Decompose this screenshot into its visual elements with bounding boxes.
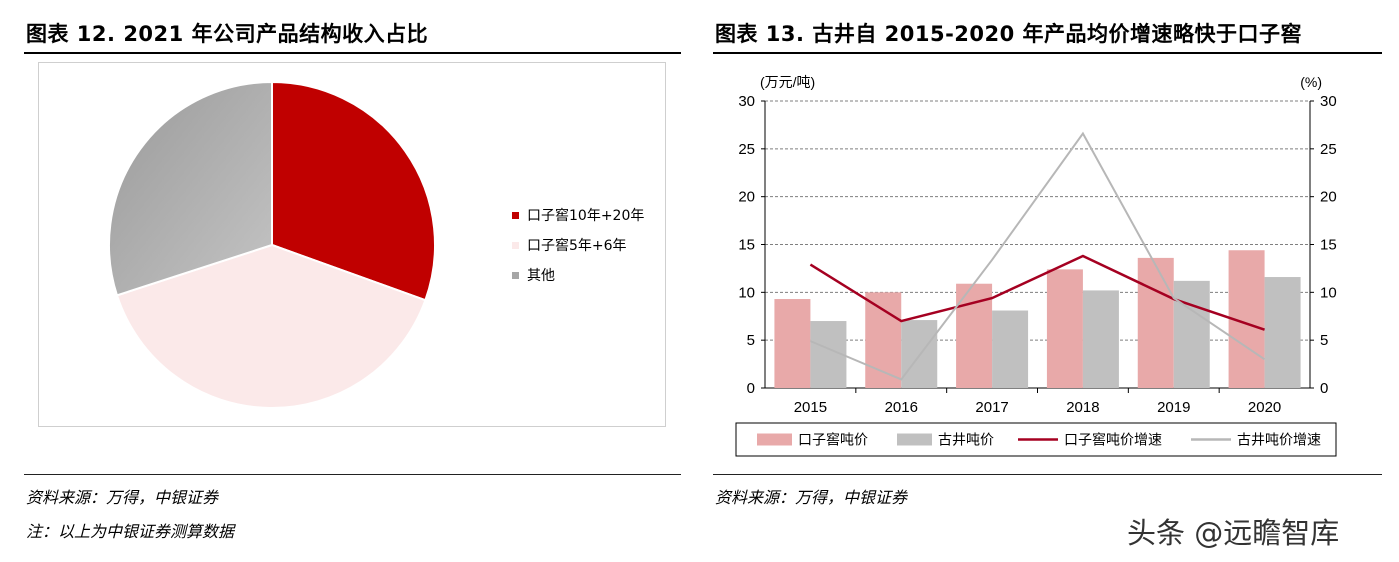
bar xyxy=(1046,269,1083,388)
y-tick-label-right: 25 xyxy=(1320,141,1337,158)
y-tick-label-right: 30 xyxy=(1320,93,1337,110)
y-axis-right-unit: (%) xyxy=(1300,74,1322,90)
pie-chart-title: 图表 12. 2021 年公司产品结构收入占比 xyxy=(26,22,429,46)
pie-slice xyxy=(271,80,436,302)
x-tick-label: 2019 xyxy=(1157,399,1190,416)
pie-legend: 口子窖10年+20年 口子窖5年+6年 其他 xyxy=(512,200,644,290)
x-tick-label: 2015 xyxy=(794,399,827,416)
note-text: 注：以上为中银证券测算数据 xyxy=(26,522,235,541)
bar xyxy=(1264,277,1301,388)
bar xyxy=(1137,257,1174,388)
y-tick-label-left: 5 xyxy=(747,332,755,349)
y-tick-label-right: 20 xyxy=(1320,189,1337,206)
y-axis-left-unit: (万元/吨) xyxy=(760,74,815,90)
y-tick-label-left: 0 xyxy=(747,380,755,397)
bar xyxy=(865,292,902,388)
y-tick-label-left: 20 xyxy=(738,189,755,206)
source-text-left: 资料来源：万得，中银证券 xyxy=(26,488,219,507)
y-tick-label-right: 0 xyxy=(1320,380,1328,397)
bar xyxy=(1173,280,1210,388)
legend-label: 口子窖吨价增速 xyxy=(1064,432,1162,448)
y-tick-label-right: 15 xyxy=(1320,237,1337,254)
title-divider-right xyxy=(713,52,1382,54)
legend-label: 口子窖10年+20年 xyxy=(527,208,645,224)
watermark: 头条 @远瞻智库 xyxy=(1127,516,1340,550)
y-tick-label-left: 15 xyxy=(738,237,755,254)
source-divider-right xyxy=(713,474,1382,475)
combo-chart-title: 图表 13. 古井自 2015-2020 年产品均价增速略快于口子窖 xyxy=(715,22,1303,46)
y-tick-label-left: 30 xyxy=(738,93,755,110)
y-tick-label-left: 10 xyxy=(738,284,755,301)
legend-label: 口子窖5年+6年 xyxy=(527,238,627,254)
pie-chart xyxy=(108,80,436,409)
y-tick-label-left: 25 xyxy=(738,141,755,158)
pie-chart-frame xyxy=(38,62,666,427)
x-tick-label: 2016 xyxy=(885,399,918,416)
legend-label: 其他 xyxy=(527,268,555,284)
legend-label: 古井吨价增速 xyxy=(1237,432,1321,448)
legend-label: 古井吨价 xyxy=(938,432,994,448)
series-line xyxy=(810,131,1266,381)
legend-swatch xyxy=(512,271,519,279)
legend-swatch xyxy=(512,211,519,219)
series-line xyxy=(809,254,1265,331)
x-tick-label: 2018 xyxy=(1066,399,1099,416)
bar xyxy=(774,299,811,388)
pie-slice xyxy=(108,80,273,297)
legend-swatch xyxy=(757,433,792,446)
pie-legend-item: 口子窖10年+20年 xyxy=(512,200,644,230)
pie-legend-item: 其他 xyxy=(512,260,644,290)
title-divider-left xyxy=(24,52,681,54)
pie-slice xyxy=(115,243,427,409)
bar xyxy=(1082,290,1119,388)
legend-label: 口子窖吨价 xyxy=(798,432,868,448)
bar xyxy=(956,283,993,388)
legend-swatch xyxy=(897,433,932,446)
source-divider-left xyxy=(24,474,681,475)
x-tick-label: 2020 xyxy=(1248,399,1281,416)
legend-swatch xyxy=(512,241,519,249)
source-text-right: 资料来源：万得，中银证券 xyxy=(715,488,908,507)
bar xyxy=(901,320,938,388)
bar xyxy=(992,310,1029,388)
y-tick-label-right: 5 xyxy=(1320,332,1328,349)
pie-legend-item: 口子窖5年+6年 xyxy=(512,230,644,260)
y-tick-label-right: 10 xyxy=(1320,284,1337,301)
x-tick-label: 2017 xyxy=(975,399,1008,416)
